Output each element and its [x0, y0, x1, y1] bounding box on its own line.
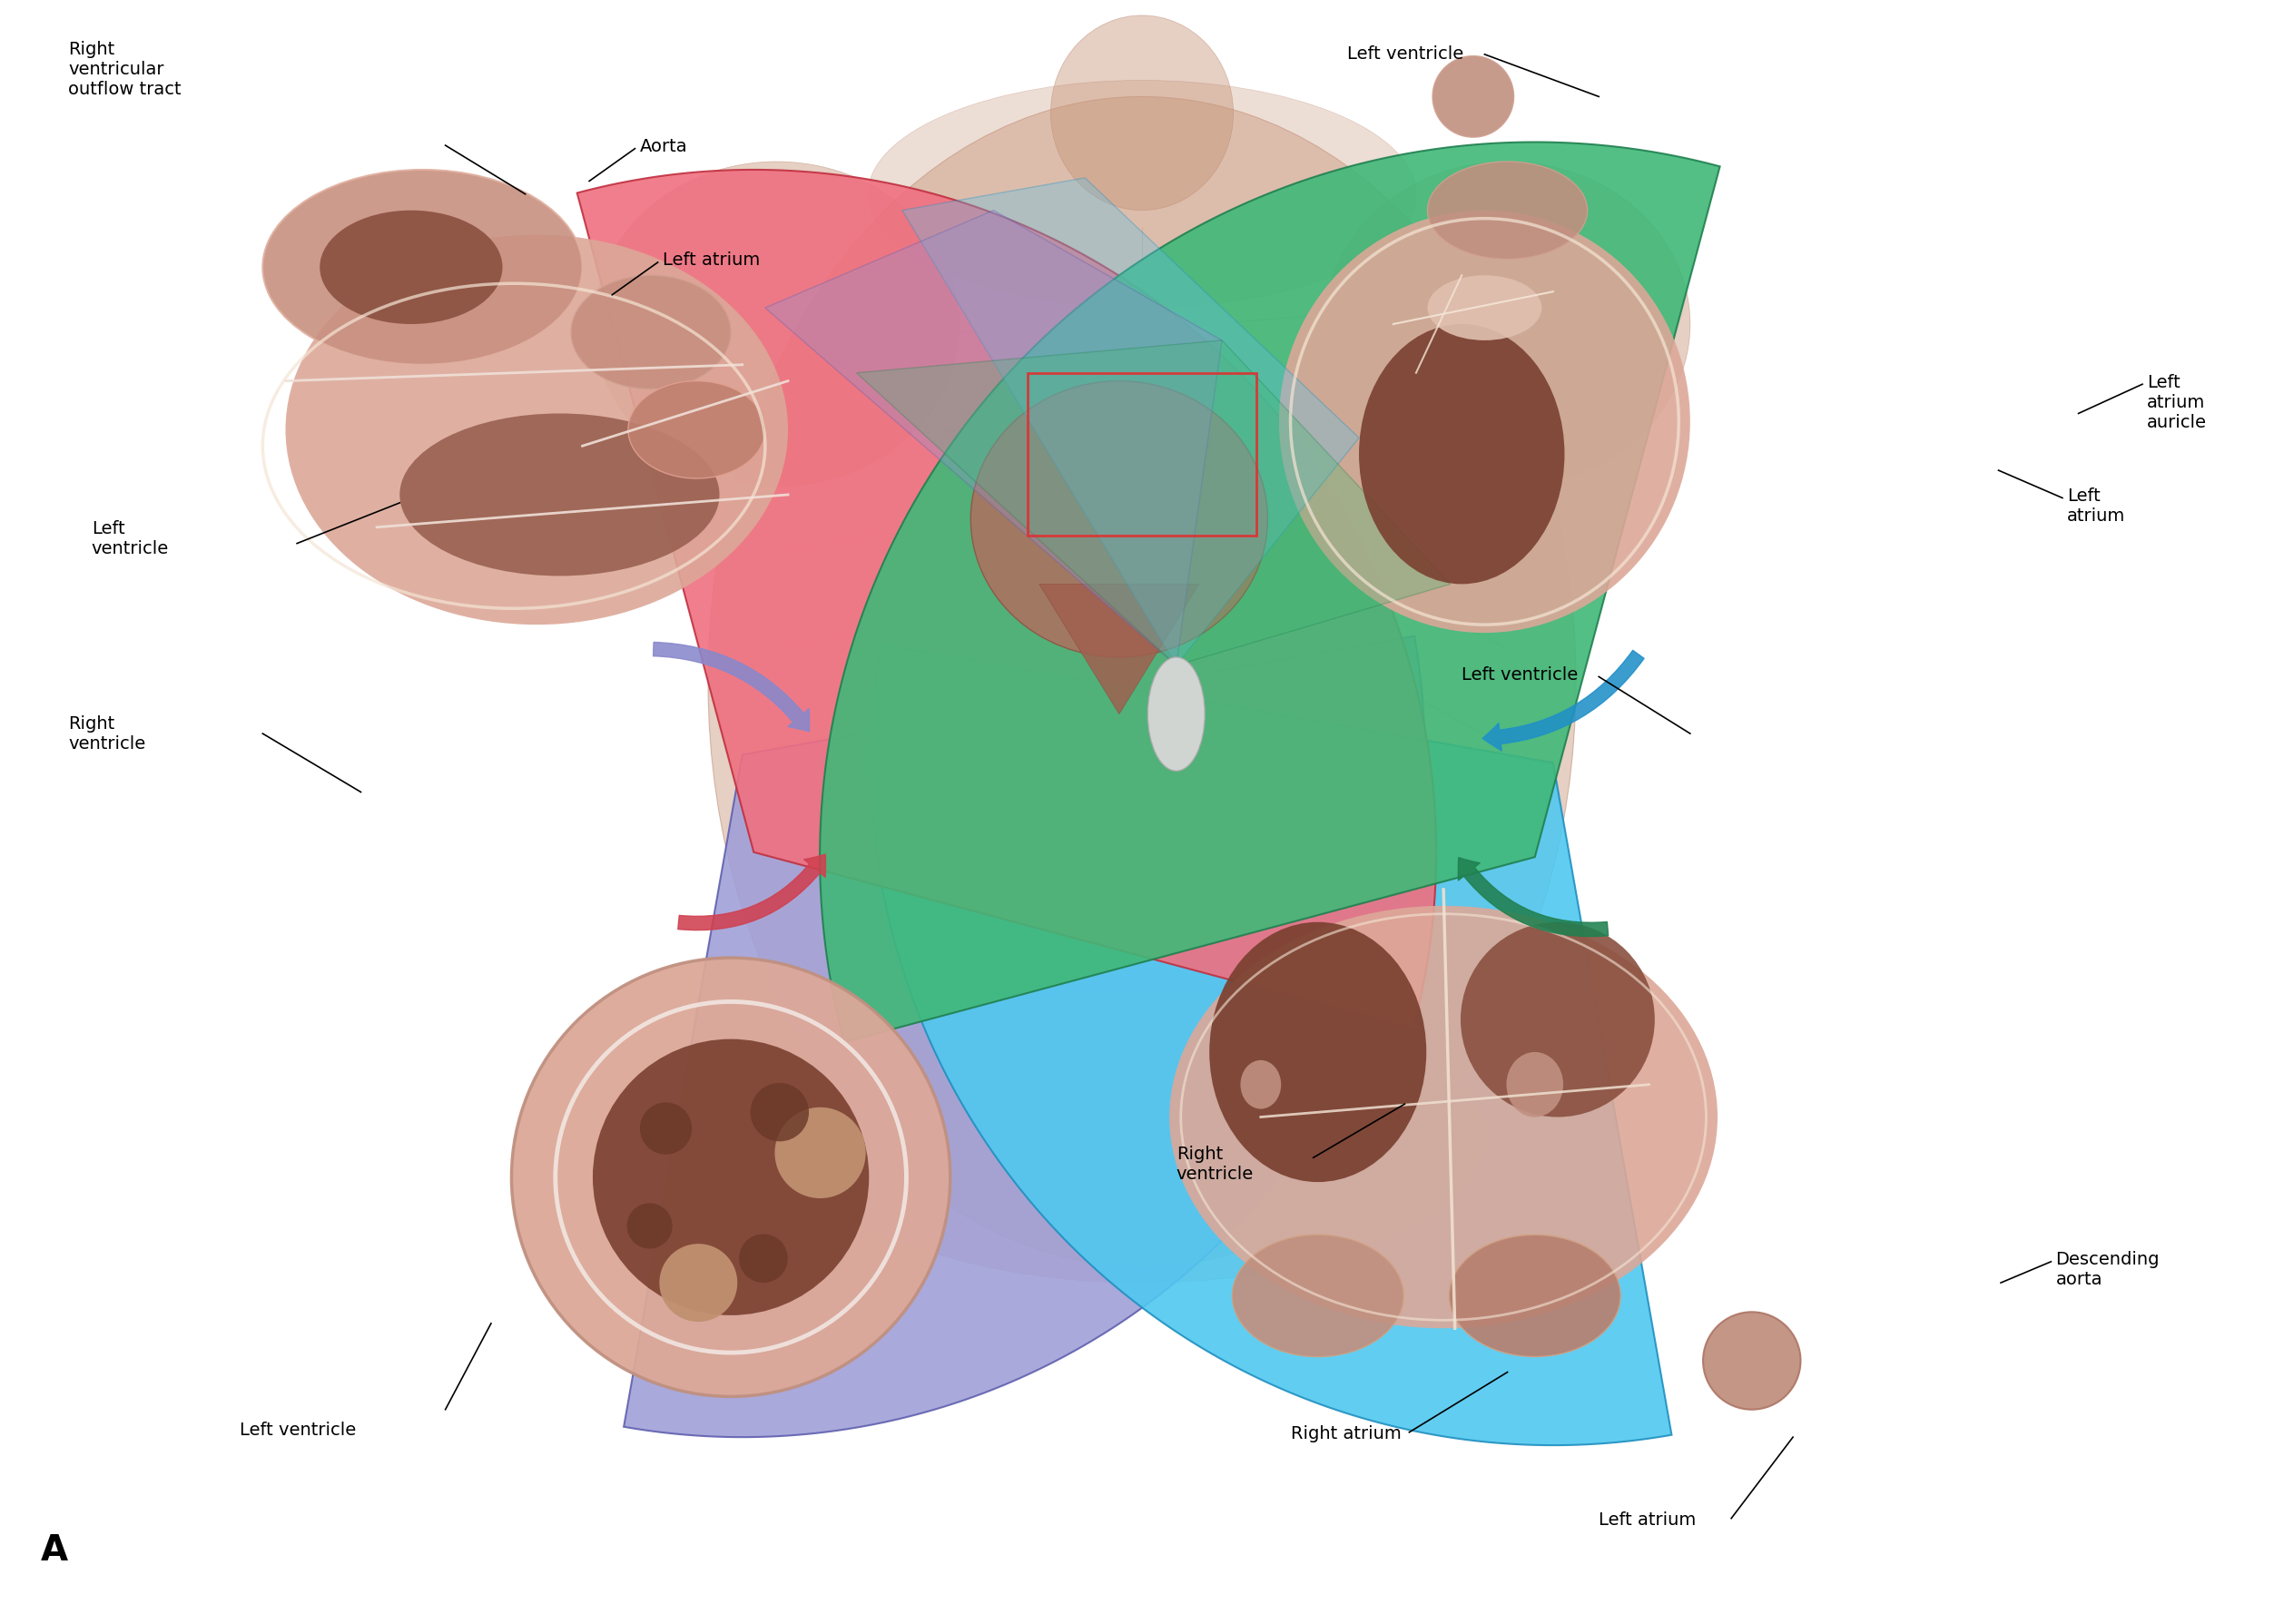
Text: Descending
aorta: Descending aorta	[2056, 1250, 2161, 1288]
Text: Left ventricle: Left ventricle	[240, 1421, 356, 1439]
Text: Left
atrium
auricle: Left atrium auricle	[2147, 374, 2206, 430]
Text: Left ventricle: Left ventricle	[1348, 45, 1464, 63]
Text: Left ventricle: Left ventricle	[1462, 666, 1578, 684]
Circle shape	[660, 1244, 738, 1322]
Text: Right
ventricular
outflow tract: Right ventricular outflow tract	[69, 41, 183, 97]
Circle shape	[594, 1039, 868, 1315]
Polygon shape	[1039, 585, 1199, 715]
Circle shape	[626, 1203, 671, 1249]
Ellipse shape	[1325, 162, 1690, 487]
Ellipse shape	[1450, 1234, 1622, 1358]
Ellipse shape	[1149, 658, 1206, 771]
Text: Aorta: Aorta	[640, 138, 687, 156]
Text: Left atrium: Left atrium	[662, 252, 761, 270]
Ellipse shape	[868, 81, 1416, 309]
Text: Left atrium: Left atrium	[1599, 1510, 1697, 1528]
Ellipse shape	[1462, 922, 1656, 1117]
Text: Right
ventricle: Right ventricle	[69, 715, 146, 752]
Circle shape	[1432, 57, 1514, 138]
Polygon shape	[765, 211, 1222, 666]
Text: Right atrium: Right atrium	[1290, 1424, 1400, 1442]
Polygon shape	[870, 645, 1672, 1445]
Ellipse shape	[571, 276, 731, 390]
Ellipse shape	[1428, 276, 1542, 341]
Text: Left
atrium: Left atrium	[2067, 487, 2126, 525]
Ellipse shape	[1240, 1060, 1281, 1109]
Ellipse shape	[400, 414, 719, 577]
Ellipse shape	[1507, 1052, 1562, 1117]
Circle shape	[640, 1103, 692, 1155]
Polygon shape	[624, 637, 1425, 1437]
Ellipse shape	[1211, 922, 1428, 1182]
Ellipse shape	[971, 382, 1268, 658]
Text: A: A	[41, 1533, 69, 1567]
Ellipse shape	[263, 171, 582, 365]
Polygon shape	[902, 179, 1359, 666]
Ellipse shape	[286, 235, 788, 625]
Circle shape	[740, 1234, 788, 1283]
Polygon shape	[578, 171, 1437, 1030]
Ellipse shape	[1169, 906, 1718, 1328]
Polygon shape	[820, 143, 1720, 1043]
Ellipse shape	[1051, 16, 1233, 211]
Circle shape	[1704, 1312, 1800, 1410]
Ellipse shape	[1428, 162, 1587, 260]
Ellipse shape	[1359, 325, 1565, 585]
Ellipse shape	[628, 382, 765, 479]
Polygon shape	[856, 341, 1450, 666]
Ellipse shape	[708, 97, 1576, 1267]
Circle shape	[774, 1108, 866, 1199]
Circle shape	[512, 958, 950, 1397]
Ellipse shape	[1233, 1234, 1405, 1358]
Ellipse shape	[799, 991, 1485, 1283]
Ellipse shape	[320, 211, 502, 325]
Ellipse shape	[1279, 211, 1690, 633]
Text: Right
ventricle: Right ventricle	[1176, 1145, 1254, 1182]
Circle shape	[751, 1083, 809, 1142]
Text: Left
ventricle: Left ventricle	[91, 520, 169, 557]
Ellipse shape	[594, 162, 959, 487]
